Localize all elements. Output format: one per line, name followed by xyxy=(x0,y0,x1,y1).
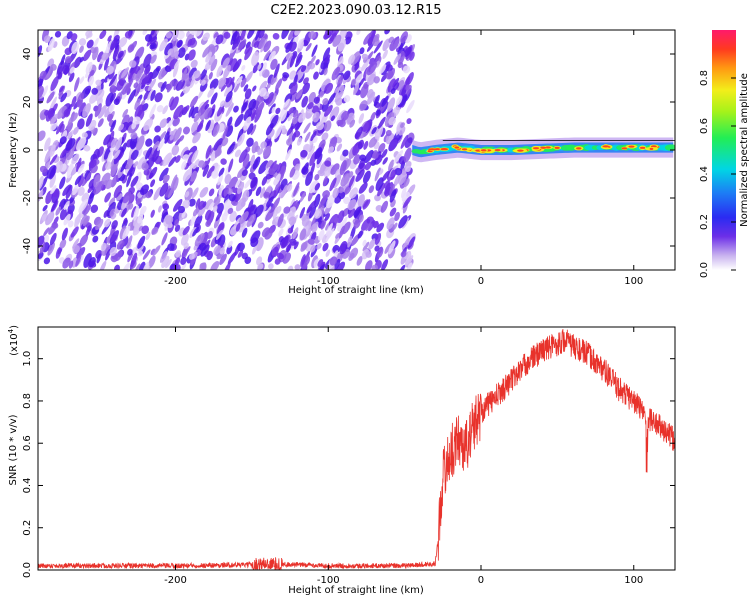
spectrogram-noise-region xyxy=(38,30,417,270)
spectrogram-y-ticks: -40 -20 0 20 40 xyxy=(22,48,675,254)
colorbar: 0.0 0.2 0.4 0.6 0.8 Normalized spectral ampl… xyxy=(699,30,750,278)
colorbar-tick-label: 0.0 xyxy=(699,262,710,278)
snr-background xyxy=(38,327,675,570)
colorbar-label: Normalized spectral amplitude xyxy=(739,73,750,227)
y-tick-label: 0.0 xyxy=(22,562,33,578)
x-tick-label: 0 xyxy=(478,575,484,586)
x-tick-label: 0 xyxy=(478,276,484,287)
colorbar-ticks: 0.0 0.2 0.4 0.6 0.8 xyxy=(699,70,736,278)
snr-y-label: SNR (10 * v/v) xyxy=(8,414,19,485)
spectrogram-x-label: Height of straight line (km) xyxy=(288,285,424,296)
snr-series-line xyxy=(38,329,675,570)
figure-title: C2E2.2023.090.03.12.R15 xyxy=(270,3,441,18)
y-tick-label: 0 xyxy=(22,147,33,153)
snr-x-ticks: -200 -100 0 100 xyxy=(164,327,643,586)
colorbar-tick-label: 0.6 xyxy=(699,118,710,134)
x-tick-label: -100 xyxy=(317,276,340,287)
y-tick-label: 1.0 xyxy=(22,351,33,367)
colorbar-tick-label: 0.2 xyxy=(699,214,710,230)
y-tick-label: 20 xyxy=(22,96,33,109)
spectrogram-y-label: Frequency (Hz) xyxy=(8,112,19,188)
y-tick-label: -40 xyxy=(22,238,33,254)
x-tick-label: 100 xyxy=(624,575,643,586)
y-tick-label: 0.8 xyxy=(22,393,33,409)
snr-panel: -200 -100 0 100 0.0 0.2 0.4 0.6 0.8 1.0 Height o… xyxy=(7,325,676,596)
snr-y-ticks: 0.0 0.2 0.4 0.6 0.8 1.0 xyxy=(22,351,675,578)
snr-frame xyxy=(37,326,676,571)
x-tick-label: -200 xyxy=(164,276,187,287)
snr-x-label: Height of straight line (km) xyxy=(288,585,424,596)
y-tick-label: 0.2 xyxy=(22,520,33,536)
x-tick-label: 100 xyxy=(624,276,643,287)
snr-y-multiplier: (x104) xyxy=(7,325,20,356)
spectrogram-x-ticks: -200 -100 0 100 xyxy=(164,30,643,287)
x-tick-label: -200 xyxy=(164,575,187,586)
y-tick-label: 0.4 xyxy=(22,478,33,494)
y-tick-label: -20 xyxy=(22,190,33,206)
y-tick-label: 0.6 xyxy=(22,435,33,451)
colorbar-gradient xyxy=(712,30,736,270)
y-tick-label: 40 xyxy=(22,48,33,61)
colorbar-tick-label: 0.8 xyxy=(699,70,710,86)
x-tick-label: -100 xyxy=(317,575,340,586)
spectrogram-signal-band xyxy=(411,137,675,163)
colorbar-tick-label: 0.4 xyxy=(699,166,710,182)
